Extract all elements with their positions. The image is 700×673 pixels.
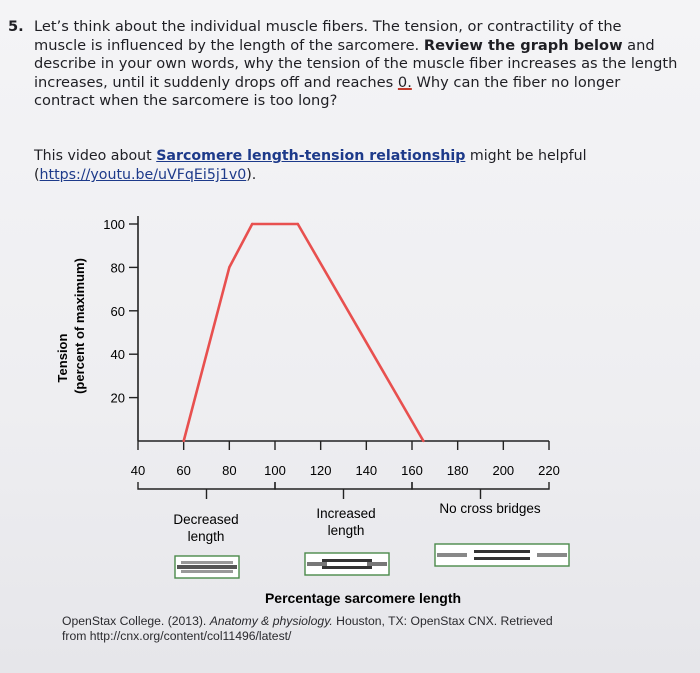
tension-curve xyxy=(182,222,425,442)
zero-value: 0. xyxy=(397,73,412,91)
region-brackets xyxy=(137,482,550,499)
video-url[interactable]: https://youtu.be/uVFqEi5j1v0 xyxy=(39,167,247,183)
y-axis-label: Tension xyxy=(55,334,70,383)
region-label-decreased: Decreased xyxy=(173,512,238,527)
data-point xyxy=(228,266,231,269)
x-tick-label: 140 xyxy=(355,463,377,478)
y-axis-label-sub: (percent of maximum) xyxy=(72,258,87,394)
x-tick-label: 100 xyxy=(264,463,286,478)
x-tick-label: 160 xyxy=(401,463,423,478)
y-ticks: 20 40 60 80 100 xyxy=(103,217,138,406)
x-tick-label: 200 xyxy=(492,463,514,478)
video-prefix: This video about xyxy=(34,148,157,164)
y-tick-label: 40 xyxy=(111,347,125,362)
citation-publisher: Houston, TX: OpenStax CNX. Retrieved xyxy=(332,614,553,628)
data-point xyxy=(296,222,300,226)
region-label-no-cross-bridges: No cross bridges xyxy=(439,501,541,516)
region-label-decreased-2: length xyxy=(188,529,225,544)
question-text: Let’s think about the individual muscle … xyxy=(34,18,678,111)
citation-title: Anatomy & physiology. xyxy=(209,614,333,628)
question-text-part: Why can the fiber no longer contract whe… xyxy=(34,73,621,110)
sarcomere-diagram-decreased xyxy=(174,555,240,579)
data-point xyxy=(250,222,254,226)
data-points xyxy=(182,222,425,443)
x-ticks: 40 60 80 100 120 140 160 180 200 220 xyxy=(131,441,560,478)
question-text-part: Let’s think about the individual muscle … xyxy=(34,18,622,54)
video-note: This video about Sarcomere length-tensio… xyxy=(34,147,654,185)
region-label-increased-2: length xyxy=(328,523,365,538)
y-tick-label: 100 xyxy=(103,217,125,232)
data-point xyxy=(422,439,425,443)
sarcomere-diagram-no-cross-bridges xyxy=(434,543,570,567)
bracket-decreased xyxy=(137,482,276,499)
x-tick-label: 40 xyxy=(131,463,145,478)
x-tick-label: 180 xyxy=(447,463,469,478)
video-suffix: might be helpful xyxy=(465,148,587,164)
bracket-no-cross-bridges xyxy=(411,482,550,499)
y-tick-label: 60 xyxy=(111,304,125,319)
chart-axes xyxy=(137,216,549,442)
citation: OpenStax College. (2013). Anatomy & phys… xyxy=(62,614,662,644)
x-tick-label: 220 xyxy=(538,463,560,478)
data-point xyxy=(182,439,185,443)
question-block: 5. Let’s think about the individual musc… xyxy=(8,18,678,111)
url-paren: ( xyxy=(34,167,40,183)
y-tick-label: 20 xyxy=(111,391,125,406)
x-tick-label: 80 xyxy=(222,463,236,478)
citation-author: OpenStax College. (2013). xyxy=(62,614,210,628)
question-bold-instruction: Review the graph below xyxy=(423,36,623,54)
bracket-increased xyxy=(274,482,413,499)
url-paren: ). xyxy=(246,167,257,183)
region-label-increased: Increased xyxy=(316,506,375,521)
question-text-part: and describe in your own words, why the … xyxy=(34,36,678,91)
x-axis-label: Percentage sarcomere length xyxy=(265,590,461,606)
y-tick-label: 80 xyxy=(111,260,125,275)
video-link[interactable]: Sarcomere length-tension relationship xyxy=(156,148,466,164)
citation-url: from http://cnx.org/content/col11496/lat… xyxy=(62,629,292,643)
x-tick-label: 60 xyxy=(176,463,190,478)
question-number: 5. xyxy=(8,18,24,35)
sarcomere-diagram-increased xyxy=(304,552,390,576)
x-tick-label: 120 xyxy=(310,463,332,478)
